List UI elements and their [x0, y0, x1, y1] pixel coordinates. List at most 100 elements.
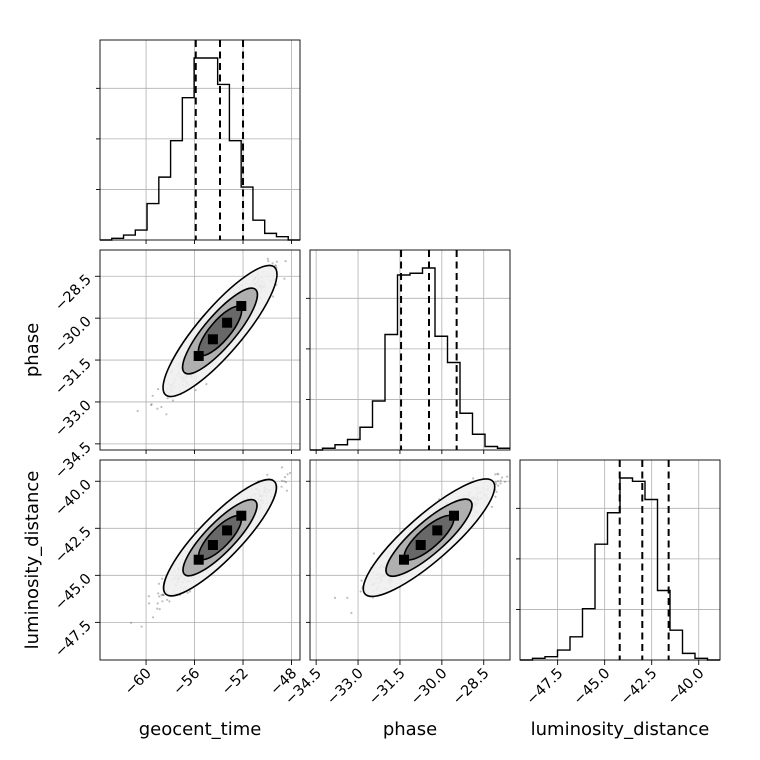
scatter-point [194, 389, 197, 392]
scatter-point [503, 480, 507, 483]
scatter-point [496, 480, 500, 483]
scatter-point [205, 383, 208, 386]
scatter-point [271, 262, 274, 265]
scatter-point [156, 602, 159, 605]
scatter-point [157, 388, 160, 391]
scatter-point [496, 472, 499, 475]
scatter-point [285, 489, 288, 492]
scatter-point [494, 495, 497, 498]
density-cell [207, 334, 218, 345]
data-layer [100, 40, 720, 661]
histogram-phase [310, 267, 510, 451]
scatter-point [157, 582, 160, 585]
scatter-point [283, 277, 286, 280]
scatter-point [495, 490, 498, 493]
density-cell [236, 510, 247, 521]
x-axis-label: luminosity_distance [531, 719, 710, 740]
scatter-point [186, 591, 189, 594]
scatter-point [274, 264, 277, 267]
x-tick-label-luminosity_distance: −45.0 [571, 666, 614, 709]
scatter-point [171, 399, 175, 402]
scatter-point [497, 473, 500, 476]
density-cell [222, 525, 233, 536]
scatter-point [359, 590, 362, 593]
x-tick-label-luminosity_distance: −42.5 [618, 666, 661, 709]
y-tick-label-luminosity_distance: −45.0 [52, 571, 95, 614]
density-cell [222, 317, 233, 328]
scatter-point [161, 577, 164, 580]
scatter-point [274, 264, 277, 267]
scatter-point [151, 394, 154, 397]
scatter-point [168, 600, 171, 603]
density-cell [207, 540, 218, 550]
scatter-point [165, 413, 168, 416]
scatter-point [490, 505, 494, 508]
density-cell [236, 301, 247, 311]
scatter-point [289, 471, 292, 474]
scatter-point [284, 260, 287, 263]
y-tick-label-luminosity_distance: −42.5 [52, 524, 95, 567]
scatter-point [136, 409, 139, 413]
scatter-point [283, 480, 286, 483]
density-cell [415, 540, 426, 550]
scatter-point [158, 608, 161, 611]
x-tick-label-phase: −30.0 [408, 666, 451, 709]
scatter-point [266, 473, 269, 476]
density-cell [193, 554, 204, 565]
scatter-point [472, 477, 475, 480]
scatter-point [160, 594, 163, 597]
scatter-point [160, 405, 163, 409]
x-tick-label-luminosity_distance: −47.5 [524, 666, 567, 709]
y-tick-label-phase: −31.5 [52, 356, 95, 399]
scatter-point [360, 579, 363, 582]
scatter-point [346, 596, 349, 600]
scatter-point [166, 397, 169, 400]
density-cell [449, 510, 459, 521]
panel-geocent_time [99, 39, 301, 241]
x-axis-label: phase [383, 719, 437, 740]
scatter-point [286, 473, 289, 476]
y-tick-label-phase: −34.5 [52, 439, 95, 482]
scatter-point [272, 295, 275, 298]
scatter-point [162, 594, 165, 597]
scatter-point [494, 480, 497, 483]
panel-phase [309, 249, 511, 451]
y-tick-label-phase: −33.0 [52, 397, 95, 440]
scatter-point [499, 482, 502, 485]
scatter-point [350, 611, 353, 615]
panel-geocent_time-luminosity_distance [99, 459, 301, 661]
scatter-point [333, 596, 337, 600]
scatter-point [157, 592, 160, 595]
scatter-point [188, 590, 192, 593]
scatter-point [280, 466, 284, 469]
x-tick-label-geocent_time: −56 [170, 666, 203, 699]
x-tick-label-luminosity_distance: −40.0 [665, 666, 708, 709]
y-axis-label: luminosity_distance [22, 471, 43, 650]
scatter-point [152, 616, 155, 619]
panel-luminosity_distance [519, 459, 721, 661]
scatter-point [158, 595, 161, 598]
scatter-point [147, 595, 150, 598]
scatter-point [150, 403, 153, 406]
panel-geocent_time-phase [99, 249, 301, 451]
x-tick-label-phase: −33.0 [324, 666, 367, 709]
scatter-point [275, 260, 278, 263]
scatter-point [497, 484, 500, 487]
scatter-point [499, 479, 502, 482]
y-tick-label-luminosity_distance: −47.5 [52, 618, 95, 661]
scatter-point [284, 481, 288, 484]
x-axis-label: geocent_time [139, 719, 262, 740]
y-tick-label-phase: −28.5 [52, 272, 95, 315]
x-tick-label-phase: −31.5 [366, 666, 409, 709]
x-tick-label-phase: −28.5 [450, 666, 493, 709]
scatter-point [148, 602, 151, 605]
density-cell [432, 525, 443, 536]
frame-layer [95, 39, 721, 665]
scatter-point [156, 607, 159, 610]
scatter-point [280, 479, 284, 482]
x-tick-label-geocent_time: −52 [219, 666, 252, 699]
scatter-point [140, 625, 143, 628]
density-cell [399, 554, 409, 565]
scatter-point [150, 403, 153, 406]
